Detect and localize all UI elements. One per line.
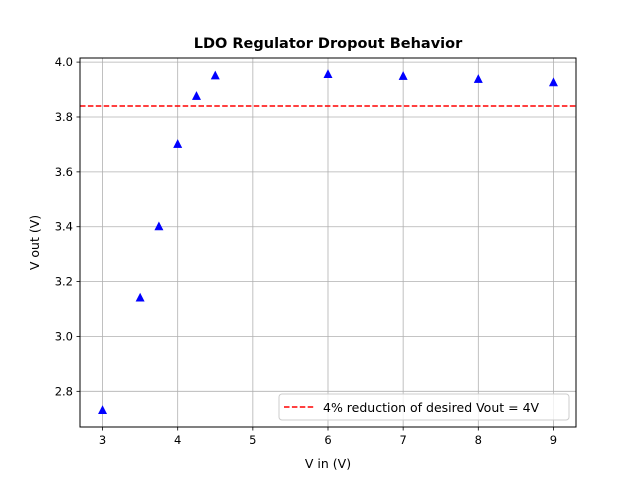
- y-tick-label: 3.2: [55, 275, 73, 289]
- data-point-triangle: [135, 292, 145, 302]
- data-point-triangle: [548, 77, 558, 87]
- x-axis-ticks: 3 4 5 6 7 8 9: [99, 427, 557, 447]
- legend-label-reference: 4% reduction of desired Vout = 4V: [323, 400, 540, 415]
- y-tick-label: 3.0: [55, 329, 73, 343]
- chart-title: LDO Regulator Dropout Behavior: [194, 36, 463, 52]
- data-point-triangle: [210, 70, 220, 80]
- data-point-triangle: [173, 139, 183, 148]
- y-tick-label: 4.0: [55, 55, 73, 69]
- x-axis-label: V in (V): [305, 456, 351, 471]
- y-tick-label: 3.6: [55, 165, 73, 179]
- data-points: [98, 69, 558, 415]
- data-point-triangle: [398, 71, 408, 80]
- y-tick-label: 3.8: [55, 110, 73, 124]
- data-point-triangle: [473, 74, 483, 83]
- x-tick-label: 8: [475, 433, 482, 447]
- y-axis-ticks: 2.8 3.0 3.2 3.4 3.6 3.8 4.0: [55, 55, 80, 398]
- y-tick-label: 2.8: [55, 384, 73, 398]
- x-tick-label: 6: [324, 433, 331, 447]
- data-point-triangle: [154, 221, 164, 231]
- x-tick-label: 3: [99, 433, 106, 447]
- legend: 4% reduction of desired Vout = 4V: [278, 393, 570, 421]
- y-axis-label: V out (V): [27, 215, 42, 270]
- x-tick-label: 4: [174, 433, 181, 447]
- y-tick-label: 3.4: [55, 220, 73, 234]
- x-tick-label: 9: [550, 433, 557, 447]
- legend-box: [278, 393, 570, 421]
- data-point-triangle: [323, 69, 333, 78]
- x-tick-label: 7: [399, 433, 406, 447]
- grid-lines: [80, 58, 576, 427]
- data-point-triangle: [98, 405, 108, 415]
- x-tick-label: 5: [249, 433, 256, 447]
- data-point-triangle: [191, 91, 201, 100]
